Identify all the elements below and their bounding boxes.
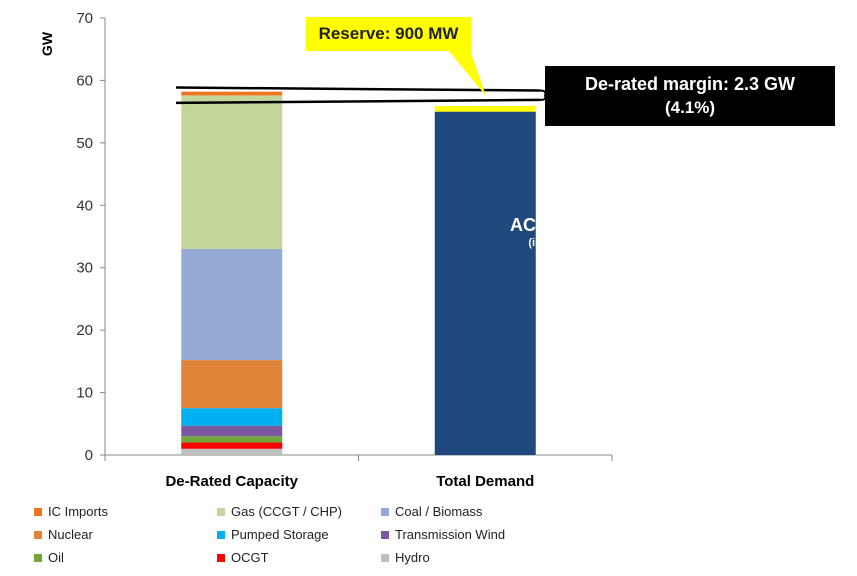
margin-lower-line [175,98,541,105]
legend-item: Hydro [381,550,430,565]
legend-item: Gas (CCGT / CHP) [217,504,342,519]
y-tick-label: 10 [76,385,93,402]
reserve-pointer [448,50,486,96]
legend-label: Pumped Storage [231,527,329,542]
stacked-bar-chart: 0 10 20 30 40 50 60 70 GW De-Rated Capacity Total … [39,10,613,490]
legend-item: Transmission Wind [381,527,505,542]
reserve-label: Reserve: 900 MW [318,24,459,43]
legend-swatch [381,507,389,516]
legend-item: Pumped Storage [217,527,329,542]
y-tick-label: 70 [76,10,93,27]
legend-label: Gas (CCGT / CHP) [231,504,342,519]
legend-item: Nuclear [34,527,93,542]
bar-segment-ic-imports [181,91,283,96]
y-tick-label: 50 [76,135,93,152]
bar-segment-acs-restricted-demand [434,111,536,456]
legend-swatch [381,553,389,562]
legend-swatch [217,530,225,539]
legend-item: OCGT [217,550,269,565]
legend-label: OCGT [231,550,269,565]
bar-segment-gas-ccgt-chp- [181,95,283,249]
bar-segment-pumped-storage [181,408,283,426]
legend-item: Oil [34,550,64,565]
y-axis-label: GW [39,31,55,56]
bar-segment-reserve [434,106,536,112]
legend-swatch [34,553,42,562]
margin-percent: (4.1%) [664,98,716,117]
y-tick-label: 40 [76,197,93,214]
x-category-label: De-Rated Capacity [165,473,298,490]
y-tick-label: 30 [76,260,93,277]
margin-title: De-rated margin: 2.3 GW [584,74,796,94]
x-category-label: Total Demand [436,473,534,490]
legend-item: IC Imports [34,504,108,519]
legend-item: Coal / Biomass [381,504,482,519]
legend-label: Transmission Wind [395,527,506,542]
bar-segment-nuclear [181,360,283,409]
y-tick-label: 20 [76,322,93,339]
legend-swatch [381,530,389,539]
bar-segment-ocgt [181,442,283,449]
legend-label: Coal / Biomass [395,504,483,519]
legend-swatch [34,530,42,539]
legend-swatch [34,507,42,516]
y-tick-label: 60 [76,72,93,89]
legend-label: Nuclear [48,527,93,542]
legend-label: Hydro [395,550,430,565]
margin-callout: De-rated margin: 2.3 GW (4.1%) [545,66,835,126]
acs-main-label: ACS Restricted Demand: 55,000 MW [509,215,821,235]
bar-segment-transmission-wind [181,425,283,437]
bar-segment-coal-biomass [181,248,283,361]
legend-label: Oil [48,550,64,565]
acs-sub-label: (inc. embedded , station load and export… [528,237,802,249]
acs-callout: ACS Restricted Demand: 55,000 MW (inc. e… [490,214,840,250]
bar-segment-hydro [181,448,283,455]
reserve-callout: Reserve: 900 MW [306,17,471,51]
legend-swatch [217,553,225,562]
legend-swatch [217,507,225,516]
bar-segment-oil [181,436,283,443]
legend-label: IC Imports [48,504,108,519]
margin-upper-line [175,86,541,92]
y-tick-label: 0 [85,447,93,464]
